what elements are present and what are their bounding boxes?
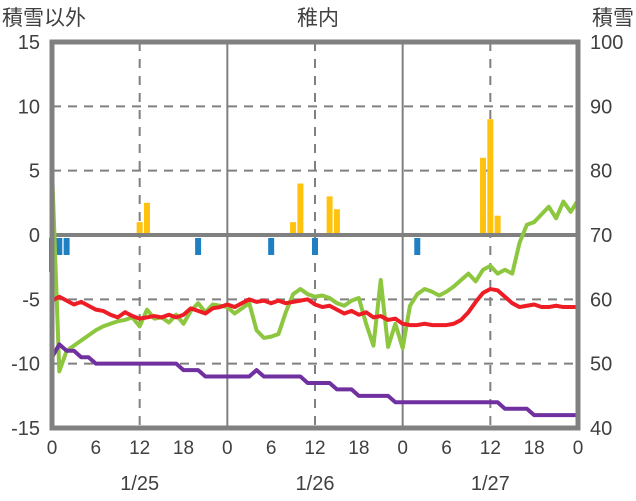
right-axis-title: 積雪 bbox=[592, 7, 634, 30]
snowfall-bar bbox=[268, 238, 275, 255]
snowfall-bars bbox=[49, 238, 421, 272]
snowfall-bar bbox=[195, 238, 202, 255]
x-axis-tick-label: 12 bbox=[480, 438, 501, 459]
precipitation-bar bbox=[143, 202, 150, 235]
right-axis-tick-label: 50 bbox=[590, 354, 612, 376]
right-axis-tick-label: 100 bbox=[590, 32, 623, 54]
precipitation-bar bbox=[297, 183, 304, 235]
plot-border bbox=[49, 39, 581, 431]
snowfall-bar bbox=[63, 238, 70, 255]
series-line-風速 bbox=[50, 166, 580, 374]
left-axis-tick-label: -10 bbox=[11, 354, 40, 376]
x-axis-tick-label: 18 bbox=[173, 438, 194, 459]
right-axis-tick-label: 90 bbox=[590, 96, 612, 118]
x-axis-tick-label: 0 bbox=[222, 438, 233, 459]
left-axis-title: 積雪以外 bbox=[2, 7, 86, 30]
series-line-積雪深 bbox=[50, 342, 580, 418]
precipitation-bar bbox=[290, 222, 297, 235]
left-axis-tick-label: 5 bbox=[29, 161, 40, 183]
precipitation-bar bbox=[487, 119, 494, 235]
left-axis-tick-label: 10 bbox=[18, 96, 40, 118]
precipitation-bar bbox=[480, 157, 487, 235]
day-label: 1/27 bbox=[471, 473, 510, 495]
right-axis-tick-label: 70 bbox=[590, 225, 612, 247]
snowfall-bar bbox=[312, 238, 318, 255]
x-axis-tick-label: 0 bbox=[397, 438, 408, 459]
x-axis-tick-label: 18 bbox=[348, 438, 369, 459]
x-axis-tick-label: 6 bbox=[266, 438, 277, 459]
series-line-気温 bbox=[50, 287, 580, 328]
day-label: 1/25 bbox=[120, 473, 159, 495]
precipitation-bars bbox=[136, 119, 501, 235]
precipitation-bar bbox=[136, 222, 143, 235]
snowfall-bar bbox=[414, 238, 421, 255]
x-axis-tick-label: 6 bbox=[441, 438, 452, 459]
data-lines bbox=[50, 166, 580, 418]
right-axis-labels: 100 90 80 70 60 50 40 bbox=[590, 32, 623, 440]
x-axis-tick-label: 12 bbox=[304, 438, 325, 459]
plot-frame bbox=[49, 39, 581, 431]
left-axis-tick-label: -5 bbox=[22, 289, 40, 311]
right-axis-tick-label: 40 bbox=[590, 418, 612, 440]
left-axis-labels: 15 10 5 0 -5 -10 -15 bbox=[11, 32, 40, 440]
x-axis-tick-label: 6 bbox=[91, 438, 102, 459]
precipitation-bar bbox=[326, 196, 333, 235]
x-axis-tick-label: 18 bbox=[524, 438, 545, 459]
chart-title: 稚内 bbox=[297, 7, 339, 30]
snowfall-bar bbox=[56, 238, 63, 255]
x-axis-day-labels: 1/25 1/26 1/27 bbox=[120, 473, 510, 495]
x-axis-tick-label: 0 bbox=[573, 438, 584, 459]
x-axis-tick-label: 0 bbox=[47, 438, 58, 459]
precipitation-bar bbox=[494, 215, 501, 235]
right-axis-tick-label: 80 bbox=[590, 161, 612, 183]
x-axis-tick-label: 12 bbox=[129, 438, 150, 459]
x-axis-tick-labels: 0 6 12 18 0 6 12 18 0 6 12 18 0 bbox=[47, 438, 584, 459]
left-axis-tick-label: 0 bbox=[29, 225, 40, 247]
day-label: 1/26 bbox=[296, 473, 335, 495]
left-axis-tick-label: 15 bbox=[18, 32, 40, 54]
right-axis-tick-label: 60 bbox=[590, 289, 612, 311]
precipitation-bar bbox=[333, 209, 340, 235]
left-axis-tick-label: -15 bbox=[11, 418, 40, 440]
